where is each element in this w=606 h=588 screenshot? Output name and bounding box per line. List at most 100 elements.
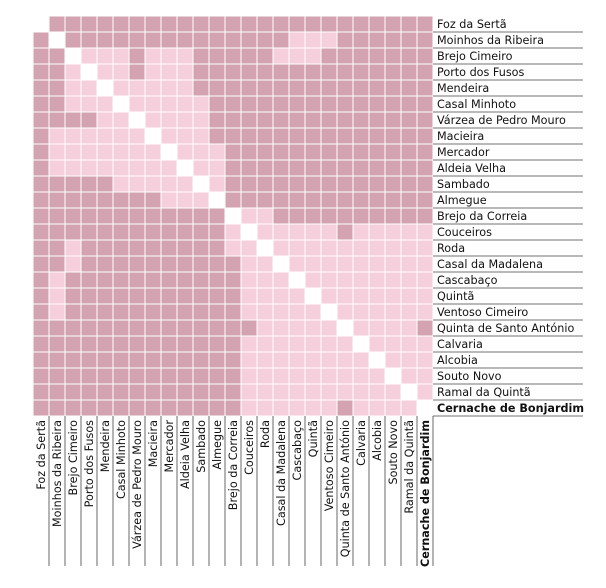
heatmap-cell bbox=[32, 159, 50, 177]
heatmap-cell bbox=[96, 63, 114, 81]
heatmap-cell bbox=[400, 319, 418, 337]
heatmap-cell bbox=[256, 319, 274, 337]
heatmap-cell bbox=[160, 287, 178, 305]
heatmap-cell bbox=[64, 159, 82, 177]
row-label: Roda bbox=[437, 242, 465, 255]
heatmap-cell bbox=[96, 399, 114, 417]
heatmap-cell bbox=[336, 351, 354, 369]
heatmap-cell bbox=[368, 223, 386, 241]
heatmap-cell bbox=[336, 143, 354, 161]
heatmap-cell bbox=[240, 111, 258, 129]
heatmap-cell bbox=[64, 143, 82, 161]
row-label: Almegue bbox=[437, 194, 487, 207]
heatmap-cell bbox=[160, 239, 178, 257]
heatmap-cell bbox=[64, 79, 82, 97]
heatmap-cell bbox=[384, 303, 402, 321]
heatmap-cell bbox=[416, 191, 434, 209]
row-label: Casal da Madalena bbox=[437, 258, 543, 271]
heatmap-cell bbox=[416, 223, 434, 241]
heatmap-cell bbox=[64, 255, 82, 273]
heatmap-cell bbox=[48, 47, 66, 65]
heatmap-cell bbox=[32, 47, 50, 65]
heatmap-cell bbox=[272, 31, 290, 49]
heatmap-cell bbox=[64, 223, 82, 241]
row-separators bbox=[433, 31, 583, 417]
column-label: Brejo Cimeiro bbox=[67, 420, 80, 496]
heatmap-cell bbox=[224, 383, 242, 401]
heatmap-cell bbox=[96, 47, 114, 65]
column-label: Porto dos Fusos bbox=[83, 420, 96, 507]
heatmap-cell bbox=[416, 111, 434, 129]
heatmap-cell bbox=[176, 399, 194, 417]
heatmap-cell bbox=[288, 223, 306, 241]
row-label: Brejo Cimeiro bbox=[437, 50, 513, 63]
heatmap-cell bbox=[336, 255, 354, 273]
heatmap-cell bbox=[64, 31, 82, 49]
heatmap-cell bbox=[208, 255, 226, 273]
heatmap-cell bbox=[384, 31, 402, 49]
heatmap-cell bbox=[320, 223, 338, 241]
heatmap-cell bbox=[64, 191, 82, 209]
heatmap-cell bbox=[288, 271, 306, 289]
heatmap-cell bbox=[368, 79, 386, 97]
row-label: Calvaria bbox=[437, 338, 483, 351]
heatmap-cell bbox=[176, 79, 194, 97]
heatmap-cell bbox=[368, 127, 386, 145]
heatmap-cell bbox=[192, 303, 210, 321]
row-label: Sambado bbox=[437, 178, 490, 191]
heatmap-cell bbox=[192, 287, 210, 305]
heatmap-cell bbox=[64, 335, 82, 353]
heatmap-cell bbox=[64, 111, 82, 129]
heatmap-cell bbox=[128, 175, 146, 193]
heatmap-cell bbox=[224, 271, 242, 289]
heatmap-cell bbox=[384, 287, 402, 305]
heatmap-cell bbox=[112, 63, 130, 81]
heatmap-cell bbox=[336, 399, 354, 417]
heatmap-cell bbox=[128, 271, 146, 289]
heatmap-cell bbox=[96, 127, 114, 145]
heatmap-cell bbox=[352, 175, 370, 193]
heatmap-cell bbox=[192, 191, 210, 209]
heatmap-cell bbox=[48, 319, 66, 337]
column-label: Souto Novo bbox=[387, 420, 400, 485]
heatmap-cell bbox=[144, 383, 162, 401]
heatmap-cell bbox=[208, 143, 226, 161]
heatmap-cell bbox=[256, 255, 274, 273]
heatmap-cell bbox=[416, 159, 434, 177]
heatmap-cell bbox=[128, 111, 146, 129]
heatmap-cell bbox=[48, 159, 66, 177]
heatmap-cell bbox=[368, 271, 386, 289]
heatmap-cell bbox=[336, 15, 354, 33]
heatmap-cell bbox=[240, 31, 258, 49]
heatmap-cell bbox=[272, 303, 290, 321]
heatmap-cell bbox=[96, 111, 114, 129]
heatmap-cell bbox=[96, 303, 114, 321]
heatmap-cell bbox=[32, 127, 50, 145]
heatmap-cell bbox=[304, 383, 322, 401]
heatmap-cell bbox=[64, 383, 82, 401]
heatmap-cell bbox=[144, 79, 162, 97]
heatmap-cell bbox=[240, 159, 258, 177]
heatmap-cell bbox=[400, 15, 418, 33]
heatmap-cell bbox=[48, 239, 66, 257]
heatmap-cell bbox=[400, 207, 418, 225]
heatmap-cell bbox=[224, 399, 242, 417]
heatmap-cell bbox=[288, 383, 306, 401]
heatmap-cell bbox=[32, 223, 50, 241]
heatmap-cell bbox=[304, 63, 322, 81]
heatmap-cell bbox=[256, 15, 274, 33]
heatmap-cell bbox=[208, 239, 226, 257]
heatmap-cell bbox=[416, 287, 434, 305]
heatmap-cell bbox=[288, 207, 306, 225]
heatmap-cell bbox=[256, 191, 274, 209]
heatmap-cell bbox=[224, 351, 242, 369]
heatmap-cell bbox=[304, 319, 322, 337]
column-label: Quinta de Santo António bbox=[339, 420, 352, 557]
heatmap-cell bbox=[112, 271, 130, 289]
heatmap-cell bbox=[32, 383, 50, 401]
heatmap-cell bbox=[32, 95, 50, 113]
heatmap-cell bbox=[112, 79, 130, 97]
heatmap-cell bbox=[384, 271, 402, 289]
heatmap-cell bbox=[48, 383, 66, 401]
row-label: Aldeia Velha bbox=[437, 162, 506, 175]
